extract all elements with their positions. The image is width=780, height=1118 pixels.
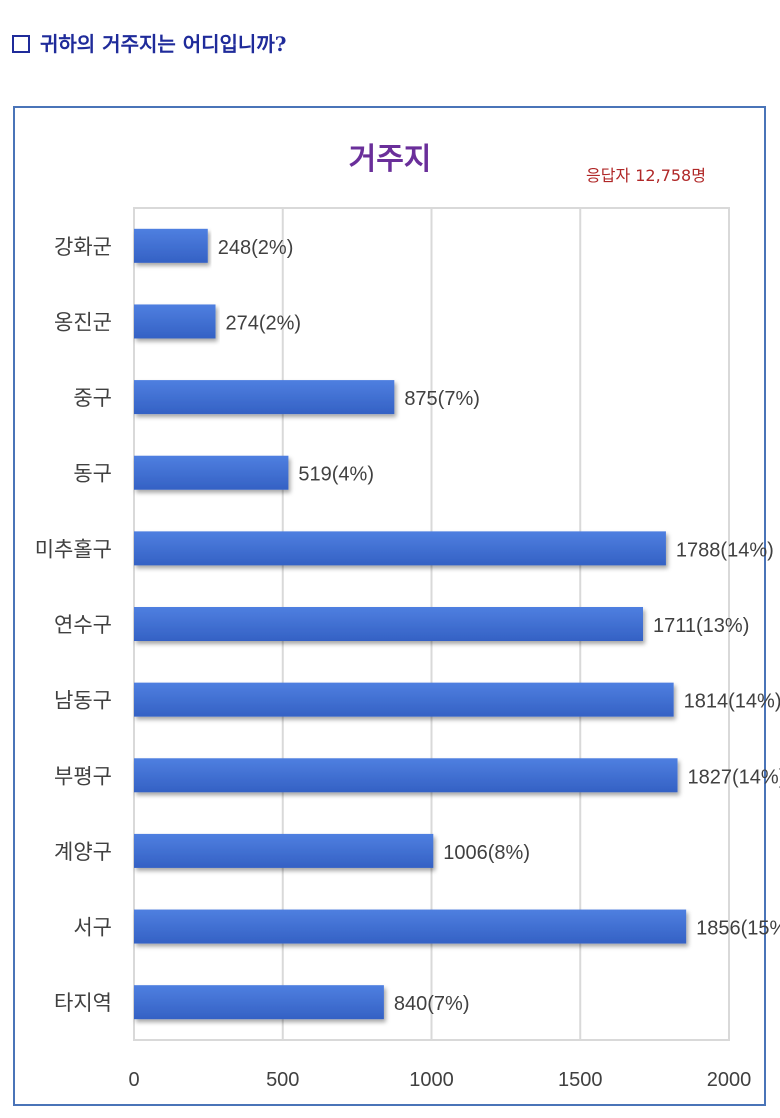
x-tick-label: 2000 [707, 1069, 752, 1091]
data-label: 840(7%) [394, 993, 470, 1015]
category-label: 연수구 [54, 613, 112, 637]
category-label: 옹진군 [54, 310, 112, 334]
category-label: 부평구 [54, 764, 112, 788]
bar-6 [134, 607, 644, 641]
question-heading: 귀하의 거주지는 어디입니까? [12, 28, 286, 57]
respondent-count: 응답자 12,758명 [586, 166, 706, 185]
chart-title: 거주지 [348, 142, 432, 177]
bar-10 [134, 909, 687, 944]
x-tick-label: 500 [266, 1069, 299, 1091]
bar-2 [134, 304, 216, 339]
bar-7 [134, 682, 674, 717]
category-label: 강화군 [54, 235, 112, 259]
x-tick-label: 1000 [409, 1069, 454, 1091]
bar-3 [134, 380, 395, 415]
bar-11 [134, 985, 384, 1020]
bar-4 [134, 455, 289, 490]
category-label: 중구 [73, 386, 112, 410]
bar-5 [134, 531, 666, 566]
category-label: 남동구 [54, 689, 112, 713]
category-label: 계양구 [54, 840, 112, 864]
data-label: 1006(8%) [443, 842, 530, 864]
data-label: 519(4%) [298, 464, 374, 486]
bar-1 [134, 228, 208, 263]
data-label: 1814(14%) [684, 691, 780, 713]
bar-9 [134, 833, 434, 868]
data-label: 875(7%) [404, 388, 480, 410]
bar-8 [134, 758, 678, 793]
data-label: 1711(13%) [653, 615, 749, 637]
data-label: 248(2%) [218, 237, 294, 259]
data-label: 274(2%) [226, 312, 302, 334]
data-label: 1827(14%) [688, 766, 780, 788]
category-label: 동구 [73, 462, 112, 486]
category-label: 타지역 [54, 991, 112, 1015]
question-text: 귀하의 거주지는 어디입니까? [40, 32, 287, 56]
checkbox-square-icon [12, 35, 30, 53]
category-label: 미추홀구 [35, 537, 112, 561]
category-label: 서구 [73, 916, 112, 940]
x-tick-label: 0 [128, 1069, 139, 1091]
data-label: 1788(14%) [676, 539, 774, 561]
x-tick-label: 1500 [558, 1069, 603, 1091]
data-label: 1856(15%) [696, 918, 780, 940]
